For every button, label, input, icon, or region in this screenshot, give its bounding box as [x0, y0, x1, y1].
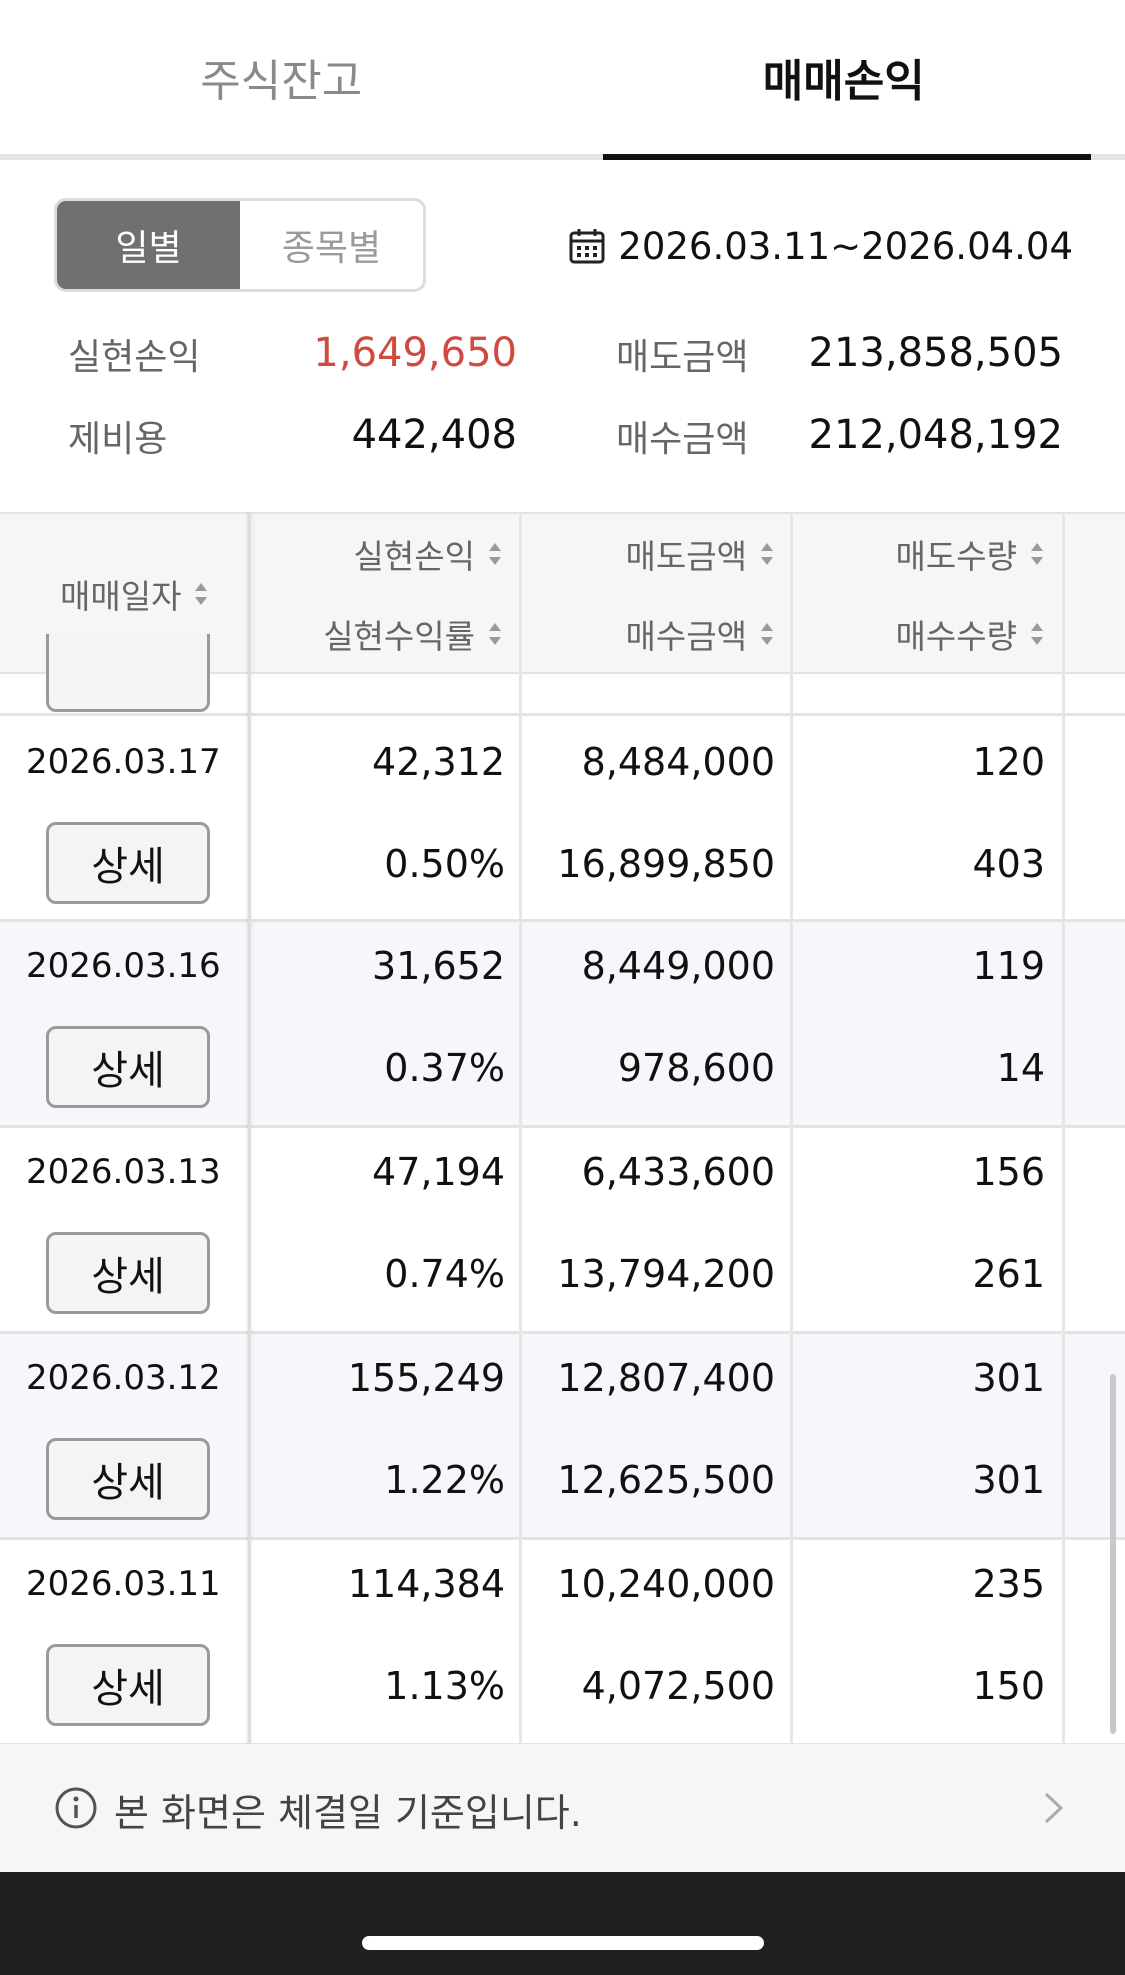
sort-icon [1031, 543, 1043, 565]
row-realized-pl: 31,652 [372, 944, 505, 988]
detail-button[interactable]: 상세 [46, 1026, 210, 1108]
table-row: 2026.03.17 상세 42,312 0.50% 8,484,000 16,… [0, 716, 1125, 922]
header-buy-amount[interactable]: 매수금액 [626, 610, 773, 658]
detail-button[interactable]: 상세 [46, 1438, 210, 1520]
summary-fees-value: 442,408 [351, 412, 517, 458]
vertical-scrollbar[interactable] [1110, 1374, 1116, 1734]
row-buy-amount: 978,600 [617, 1046, 775, 1090]
frozen-column-shadow [246, 512, 256, 1744]
row-sell-amount: 8,449,000 [581, 944, 775, 988]
summary-realized-pl-value: 1,649,650 [313, 330, 517, 376]
column-divider [519, 512, 522, 1744]
date-range-picker[interactable]: 2026.03.11~2026.04.04 [568, 218, 1073, 274]
sort-icon [761, 543, 773, 565]
header-buy-qty[interactable]: 매수수량 [896, 610, 1043, 658]
row-sell-qty: 119 [972, 944, 1045, 988]
row-buy-amount: 16,899,850 [557, 842, 775, 886]
sort-icon [195, 583, 208, 605]
row-sell-qty: 156 [972, 1150, 1045, 1194]
summary-fees-label: 제비용 [68, 419, 168, 460]
sort-icon [489, 543, 501, 565]
row-trade-date: 2026.03.13 [26, 1152, 221, 1192]
column-divider [248, 512, 251, 1744]
top-tabs: 주식잔고 매매손익 [0, 0, 1125, 160]
row-trade-date: 2026.03.11 [26, 1564, 221, 1604]
header-realized-return-label: 실현수익률 [323, 617, 475, 656]
summary-sell-amount-label: 매도금액 [616, 337, 749, 378]
header-realized-return[interactable]: 실현수익률 [323, 610, 501, 658]
row-sell-amount: 8,484,000 [581, 740, 775, 784]
header-sell-amount[interactable]: 매도금액 [626, 530, 773, 578]
info-icon [55, 1787, 97, 1829]
row-sell-amount: 6,433,600 [581, 1150, 775, 1194]
row-realized-return: 0.74% [384, 1252, 505, 1296]
row-realized-return: 0.37% [384, 1046, 505, 1090]
calendar-icon [569, 229, 605, 264]
row-buy-qty: 14 [996, 1046, 1045, 1090]
system-nav-bar [0, 1872, 1125, 1975]
table-row-partial [0, 634, 1125, 716]
header-sell-amount-label: 매도금액 [625, 537, 747, 576]
table-row: 2026.03.13 상세 47,194 0.74% 6,433,600 13,… [0, 1128, 1125, 1334]
row-sell-qty: 301 [972, 1356, 1045, 1400]
home-indicator[interactable] [362, 1936, 764, 1950]
notice-text: 본 화면은 체결일 기준입니다. [114, 1791, 582, 1835]
row-sell-amount: 10,240,000 [557, 1562, 775, 1606]
row-trade-date: 2026.03.16 [26, 946, 221, 986]
row-realized-pl: 42,312 [372, 740, 505, 784]
segment-by-stock[interactable]: 종목별 [240, 201, 423, 289]
row-realized-pl: 47,194 [372, 1150, 505, 1194]
row-realized-return: 0.50% [384, 842, 505, 886]
row-buy-qty: 403 [972, 842, 1045, 886]
row-trade-date: 2026.03.12 [26, 1358, 221, 1398]
tab-trading-pl[interactable]: 매매손익 [563, 0, 1125, 160]
column-divider [790, 512, 793, 1744]
header-buy-amount-label: 매수금액 [625, 617, 747, 656]
row-buy-amount: 4,072,500 [581, 1664, 775, 1708]
row-sell-qty: 235 [972, 1562, 1045, 1606]
header-realized-pl-label: 실현손익 [353, 537, 475, 576]
summary-buy-amount-value: 212,048,192 [808, 412, 1063, 458]
tab-stock-balance[interactable]: 주식잔고 [200, 56, 363, 107]
date-range-text: 2026.03.11~2026.04.04 [618, 224, 1073, 268]
header-sell-qty[interactable]: 매도수량 [896, 530, 1043, 578]
sort-icon [489, 623, 501, 645]
row-realized-pl: 155,249 [347, 1356, 505, 1400]
column-divider [1062, 512, 1065, 1744]
period-segment: 일별 종목별 [54, 198, 426, 292]
summary-realized-pl-label: 실현손익 [68, 337, 201, 378]
header-trade-date[interactable]: 매매일자 [60, 570, 208, 618]
row-buy-qty: 150 [972, 1664, 1045, 1708]
row-realized-pl: 114,384 [347, 1562, 505, 1606]
header-realized-pl[interactable]: 실현손익 [354, 530, 501, 578]
detail-button[interactable]: 상세 [46, 1644, 210, 1726]
detail-button-partial[interactable] [46, 634, 210, 712]
row-sell-amount: 12,807,400 [557, 1356, 775, 1400]
table-row: 2026.03.16 상세 31,652 0.37% 8,449,000 978… [0, 922, 1125, 1128]
chevron-right-icon [1044, 1792, 1064, 1824]
header-sell-qty-label: 매도수량 [895, 537, 1017, 576]
notice-bar[interactable]: 본 화면은 체결일 기준입니다. [0, 1744, 1125, 1872]
row-sell-qty: 120 [972, 740, 1045, 784]
row-buy-qty: 301 [972, 1458, 1045, 1502]
row-buy-qty: 261 [972, 1252, 1045, 1296]
row-trade-date: 2026.03.17 [26, 742, 221, 782]
detail-button[interactable]: 상세 [46, 822, 210, 904]
row-buy-amount: 12,625,500 [557, 1458, 775, 1502]
sort-icon [761, 623, 773, 645]
detail-button[interactable]: 상세 [46, 1232, 210, 1314]
row-realized-return: 1.13% [384, 1664, 505, 1708]
row-buy-amount: 13,794,200 [557, 1252, 775, 1296]
table-row: 2026.03.12 상세 155,249 1.22% 12,807,400 1… [0, 1334, 1125, 1540]
table-row: 2026.03.11 상세 114,384 1.13% 10,240,000 4… [0, 1540, 1125, 1746]
summary-buy-amount-label: 매수금액 [616, 419, 749, 460]
header-trade-date-label: 매매일자 [60, 577, 182, 616]
segment-daily[interactable]: 일별 [57, 201, 240, 289]
row-realized-return: 1.22% [384, 1458, 505, 1502]
sort-icon [1031, 623, 1043, 645]
summary-sell-amount-value: 213,858,505 [808, 330, 1063, 376]
header-buy-qty-label: 매수수량 [895, 617, 1017, 656]
